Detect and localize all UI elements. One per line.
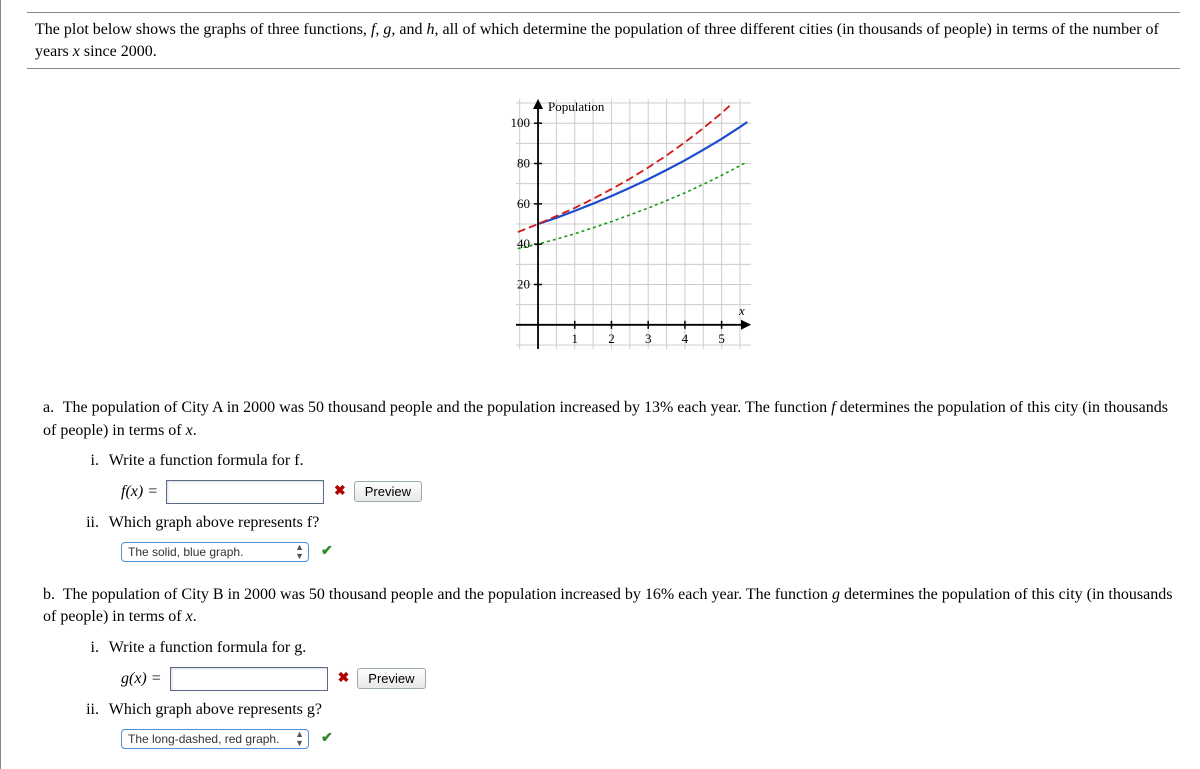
svg-text:80: 80 bbox=[517, 156, 530, 171]
part-b-x: x bbox=[186, 608, 193, 625]
part-a-text3: . bbox=[193, 422, 197, 439]
part-a-x: x bbox=[186, 422, 193, 439]
part-b-i: i. Write a function formula for g. bbox=[71, 639, 1180, 657]
page-root: The plot below shows the graphs of three… bbox=[0, 0, 1200, 769]
intro-fns: f, g, bbox=[371, 21, 395, 38]
f-graph-correct-icon: ✔ bbox=[321, 543, 333, 560]
f-wrong-icon: ✖ bbox=[334, 483, 346, 500]
part-b-i-answer-row: g(x) = ✖ Preview bbox=[121, 667, 1180, 691]
g-graph-correct-icon: ✔ bbox=[321, 730, 333, 747]
part-a-ii-roman: ii. bbox=[71, 514, 99, 532]
part-a: a. The population of City A in 2000 was … bbox=[31, 397, 1180, 442]
intro-after: since 2000. bbox=[80, 43, 157, 60]
part-a-ii-answer-row: The solid, blue graph. ▲▼ ✔ bbox=[121, 542, 1180, 562]
chevron-updown-icon: ▲▼ bbox=[295, 543, 304, 561]
intro-and: and bbox=[395, 21, 426, 38]
intro-h: h bbox=[427, 21, 435, 38]
svg-text:2: 2 bbox=[608, 331, 615, 346]
part-a-i-answer-row: f(x) = ✖ Preview bbox=[121, 480, 1180, 504]
part-b-letter: b. bbox=[43, 584, 59, 606]
chart-container: 20 40 60 80 100 1 2 3 4 5 Population x bbox=[31, 79, 1180, 379]
part-b-ii-text: Which graph above represents bbox=[109, 701, 307, 718]
part-a-ii-q: ? bbox=[312, 514, 319, 531]
part-b-fn: g bbox=[832, 586, 840, 603]
fx-equals: f(x) = bbox=[121, 483, 158, 501]
svg-text:4: 4 bbox=[681, 331, 688, 346]
part-a-text1: The population of City A in 2000 was 50 … bbox=[63, 399, 831, 416]
intro-part1: The plot below shows the graphs of three… bbox=[35, 21, 371, 38]
f-graph-select-value: The solid, blue graph. bbox=[128, 545, 243, 559]
gx-equals: g(x) = bbox=[121, 670, 162, 688]
part-a-i-roman: i. bbox=[71, 452, 99, 470]
part-a-letter: a. bbox=[43, 397, 59, 419]
svg-text:20: 20 bbox=[517, 277, 530, 292]
population-chart: 20 40 60 80 100 1 2 3 4 5 Population x bbox=[446, 79, 766, 379]
part-b-text1: The population of City B in 2000 was 50 … bbox=[63, 586, 832, 603]
part-a-i-text: Write a function formula for bbox=[109, 452, 295, 469]
intro-x: x bbox=[73, 43, 80, 60]
part-b-ii-fn: g bbox=[307, 701, 315, 718]
part-b-ii-answer-row: The long-dashed, red graph. ▲▼ ✔ bbox=[121, 729, 1180, 749]
part-b-ii: ii. Which graph above represents g? bbox=[71, 701, 1180, 719]
svg-text:5: 5 bbox=[718, 331, 725, 346]
part-a-i: i. Write a function formula for f. bbox=[71, 452, 1180, 470]
f-preview-button[interactable]: Preview bbox=[354, 481, 422, 502]
svg-text:100: 100 bbox=[510, 115, 530, 130]
svg-text:60: 60 bbox=[517, 196, 530, 211]
part-a-i-period: . bbox=[300, 452, 304, 469]
part-b-i-roman: i. bbox=[71, 639, 99, 657]
part-a-ii-text: Which graph above represents bbox=[109, 514, 307, 531]
f-graph-select[interactable]: The solid, blue graph. ▲▼ bbox=[121, 542, 309, 562]
svg-text:Population: Population bbox=[548, 99, 605, 114]
part-b-i-text: Write a function formula for bbox=[109, 639, 295, 656]
chevron-updown-icon: ▲▼ bbox=[295, 730, 304, 748]
g-wrong-icon: ✖ bbox=[338, 670, 350, 687]
g-graph-select-value: The long-dashed, red graph. bbox=[128, 732, 279, 746]
part-b-i-period: . bbox=[302, 639, 306, 656]
part-b-ii-roman: ii. bbox=[71, 701, 99, 719]
svg-text:3: 3 bbox=[644, 331, 651, 346]
part-a-ii: ii. Which graph above represents f? bbox=[71, 514, 1180, 532]
part-b-ii-q: ? bbox=[315, 701, 322, 718]
svg-text:x: x bbox=[738, 303, 745, 318]
intro-text: The plot below shows the graphs of three… bbox=[27, 12, 1180, 69]
part-b-text3: . bbox=[193, 608, 197, 625]
part-b: b. The population of City B in 2000 was … bbox=[31, 584, 1180, 629]
svg-text:40: 40 bbox=[517, 236, 530, 251]
g-preview-button[interactable]: Preview bbox=[357, 668, 425, 689]
g-formula-input[interactable] bbox=[170, 667, 328, 691]
g-graph-select[interactable]: The long-dashed, red graph. ▲▼ bbox=[121, 729, 309, 749]
svg-text:1: 1 bbox=[571, 331, 578, 346]
f-formula-input[interactable] bbox=[166, 480, 324, 504]
